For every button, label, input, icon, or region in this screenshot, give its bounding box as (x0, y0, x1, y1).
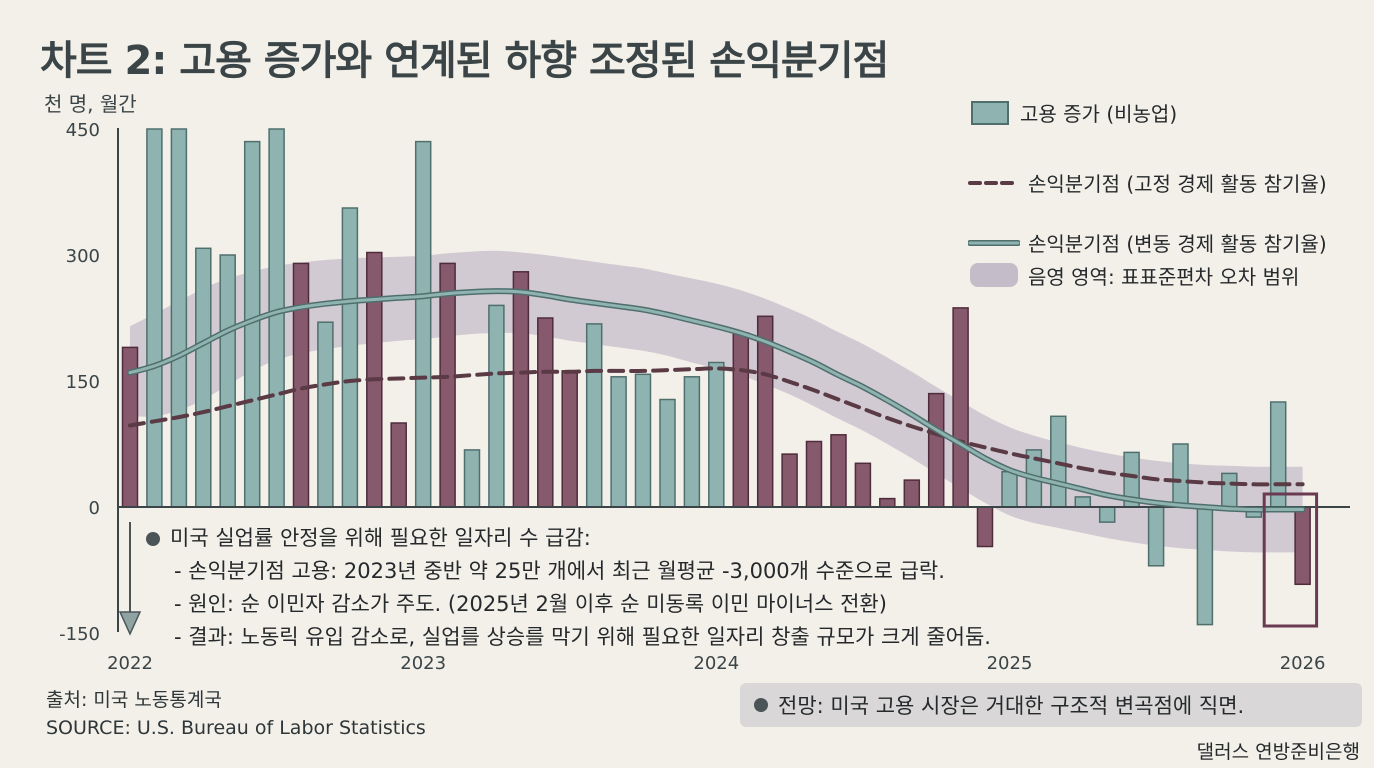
publisher-label: 댈러스 연방준비은행 (1196, 741, 1360, 763)
employment-bar (732, 332, 750, 508)
employment-bar (1221, 472, 1238, 508)
source-english: SOURCE: U.S. Bureau of Labor Statistics (46, 717, 426, 739)
employment-bar (1172, 443, 1189, 508)
employment-bar (634, 373, 652, 508)
outlook-bullet-icon (754, 698, 768, 712)
employment-bar (390, 422, 407, 508)
teal-bar-swatch-icon (971, 100, 1009, 125)
employment-bar (585, 323, 603, 508)
legend-label-fixed: 손익분기점 (고정 경제 활동 참기율) (1028, 172, 1327, 196)
employment-bar (830, 434, 847, 508)
chart-title: 차트 2: 고용 증가와 연계된 하향 조정된 손익분기점 (40, 38, 889, 84)
highlight-box (1262, 492, 1319, 628)
employment-bar (195, 247, 212, 508)
variable-breakeven-line (128, 289, 1305, 512)
notes-headline-row: 미국 실업률 안정을 위해 필요한 일자리 수 급감: (146, 522, 1236, 555)
employment-bar (414, 140, 432, 508)
employment-bar (537, 317, 554, 508)
employment-bar (879, 497, 896, 508)
legend-item-employment: 고용 증가 (비농업) (968, 98, 1177, 127)
note-line-3: - 결과: 노동릭 유입 감소로, 실업를 상승를 막기 위해 필요한 일자리 … (174, 625, 991, 649)
source-block: 출처: 미국 노동통계국 SOURCE: U.S. Bureau of Labo… (46, 686, 426, 742)
tick-labels-layer: 450 300 150 0 -150 2022 2023 2024 2025 2026 (59, 120, 1325, 674)
employment-bar (317, 321, 334, 508)
x-tick-label: 2026 (1280, 653, 1326, 674)
legend-label-band: 음영 영역: 표표준편차 오차 범위 (1028, 264, 1300, 289)
employment-bar (903, 479, 921, 508)
y-tick-label: 300 (66, 246, 100, 267)
legend-item-band: 음영 영역: 표표준편차 오차 범위 (968, 260, 1299, 290)
outlook-text: 전망: 미국 고용 시장은 거대한 구조적 변곡점에 직면. (778, 694, 1245, 718)
solid-line-swatch-icon (968, 239, 1020, 246)
employment-bar (463, 449, 481, 508)
legend-label-variable: 손익분기점 (변동 경제 활동 참기율) (1028, 232, 1327, 256)
employment-bar (952, 307, 969, 508)
lines-layer (127, 288, 1306, 513)
employment-bar (659, 398, 676, 508)
y-axis-unit-label: 천 명, 월간 (44, 92, 137, 116)
shaded-band-swatch-icon (970, 263, 1018, 287)
employment-bar (927, 392, 945, 508)
employment-bar (488, 304, 505, 508)
employment-bar (854, 462, 872, 508)
outlook-box: 전망: 미국 고용 시장은 거대한 구조적 변곡점에 직면. (740, 683, 1362, 727)
y-tick-label: 0 (89, 498, 100, 519)
note-line-1: - 손익분기점 고용: 2023년 중반 약 25만 개에서 최근 월평균 -3… (174, 559, 945, 583)
employment-bar (439, 262, 456, 508)
decoration-layer (118, 492, 1319, 636)
employment-bar (561, 370, 578, 508)
employment-bar (1074, 496, 1092, 508)
employment-bar (268, 128, 285, 508)
y-tick-label: 450 (66, 120, 100, 141)
x-tick-label: 2025 (987, 653, 1033, 674)
employment-bar (708, 361, 725, 508)
down-arrow-icon (118, 611, 142, 636)
dashed-line-swatch-icon (968, 180, 1020, 185)
employment-bar (512, 271, 530, 508)
note-line-2: - 원인: 순 이민자 감소가 주도. (2025년 2월 이후 순 미동록 이… (174, 592, 887, 616)
y-tick-label: -150 (59, 624, 100, 645)
y-tick-label: 150 (66, 372, 100, 393)
employment-bar (610, 376, 627, 508)
employment-bar (292, 262, 310, 508)
legend-label-employment: 고용 증가 (비농업) (1020, 102, 1178, 126)
legend-item-fixed: 손익분기점 (고정 경제 활동 참기율) (968, 168, 1327, 197)
employment-bar (805, 440, 823, 508)
employment-bar (1001, 470, 1018, 508)
x-tick-label: 2023 (400, 653, 446, 674)
employment-bar (341, 207, 359, 508)
axis-layer (117, 128, 1350, 632)
legend-item-variable: 손익분기점 (변동 경제 활동 참기율) (968, 228, 1327, 257)
employment-bar (1294, 506, 1311, 586)
source-korean: 출처: 미국 노동통계국 (46, 689, 222, 711)
employment-bar (1269, 401, 1287, 508)
bullet-dot-icon (146, 531, 160, 546)
employment-bar (781, 453, 798, 508)
employment-bar (1098, 506, 1116, 523)
employment-bar (683, 376, 701, 508)
annotation-notes: 미국 실업률 안정을 위해 필요한 일자리 수 급감: - 손익분기점 고용: … (146, 522, 1236, 654)
notes-headline: 미국 실업률 안정을 위해 필요한 일자리 수 급감: (170, 526, 591, 550)
employment-bar (170, 128, 188, 508)
employment-bar (146, 128, 163, 508)
x-tick-label: 2024 (693, 653, 739, 674)
x-tick-label: 2022 (107, 653, 153, 674)
fixed-breakeven-line (128, 366, 1305, 487)
employment-bar (219, 254, 236, 508)
